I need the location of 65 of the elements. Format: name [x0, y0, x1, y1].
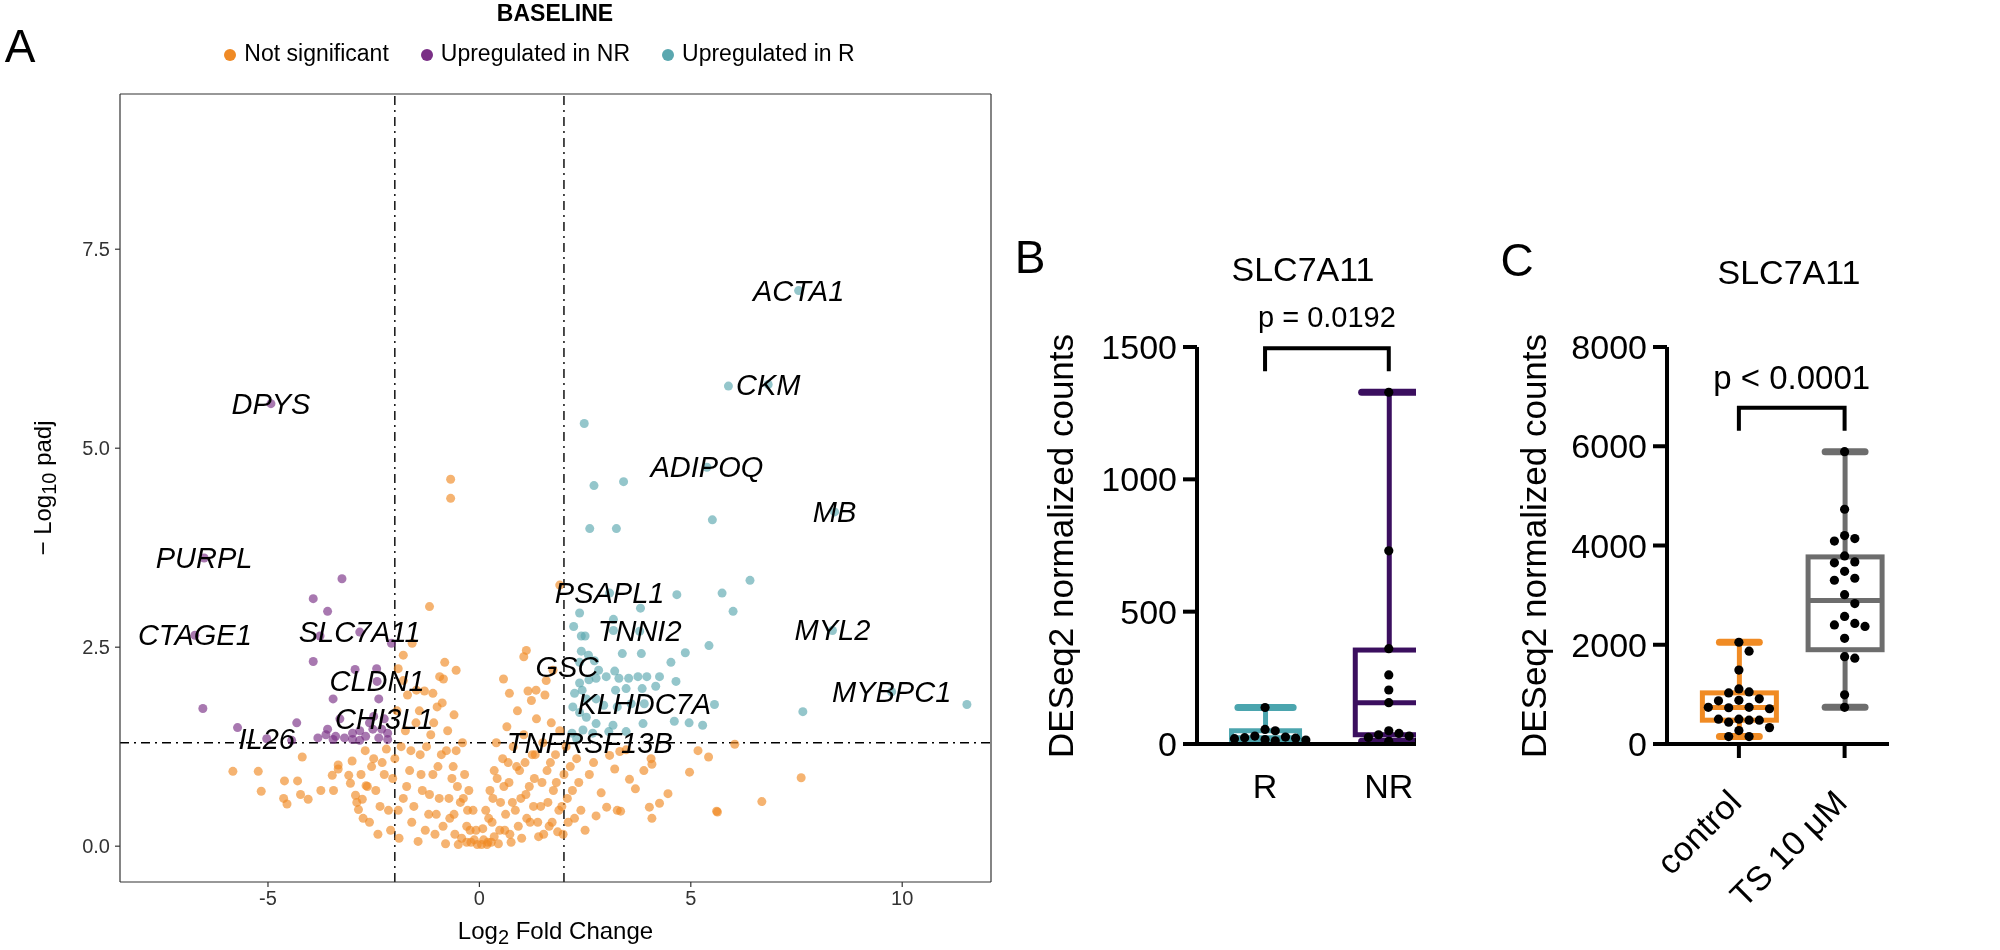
point: [321, 730, 331, 740]
annotation: SLC7A11: [298, 616, 421, 649]
annotation: GSC: [535, 651, 600, 684]
y-tick-label: 2000: [1571, 625, 1647, 664]
y-tick-label: 4000: [1571, 526, 1647, 565]
y-tick-label: 1500: [1101, 328, 1177, 367]
y-tick-label: 0.0: [82, 835, 110, 858]
point: [361, 731, 371, 741]
annotation: CTAGE1: [137, 619, 252, 652]
annotation: MYBPC1: [832, 675, 952, 708]
point: [198, 703, 208, 713]
legend-label: Upregulated in R: [682, 40, 855, 66]
y-tick-label: 6000: [1571, 427, 1647, 466]
text: C: [1500, 233, 1534, 287]
annotation: PURPL: [155, 542, 253, 575]
point: [323, 606, 333, 616]
x-tick-label: 10: [891, 887, 914, 910]
text: p = 0.0192: [1257, 301, 1396, 334]
point: [292, 718, 302, 728]
annotation: ACTA1: [750, 274, 845, 307]
annotation: p < 0.0001: [1713, 358, 1871, 396]
chart-title: SLC7A11: [1231, 250, 1375, 290]
annotation: IL26: [238, 722, 296, 755]
y-tick-label: 7.5: [82, 238, 110, 261]
text: A: [4, 19, 36, 73]
annotation: TNNI2: [597, 615, 682, 648]
y-axis-title: DESeq2 normalized counts: [1040, 333, 1081, 758]
y-tick-label: 5.0: [82, 437, 110, 460]
point: [331, 731, 341, 741]
point: [308, 657, 318, 667]
point: [355, 735, 365, 745]
annotation: ADIPOQ: [648, 451, 764, 484]
x-tick-label: NR: [1364, 767, 1414, 806]
point: [340, 733, 350, 743]
point: [374, 733, 384, 743]
point: [337, 574, 347, 584]
y-tick-label: 1000: [1101, 460, 1177, 499]
x-tick-label: R: [1252, 767, 1278, 806]
annotation: CLDN1: [329, 665, 425, 698]
x-axis-title: Log$_{2}$ Fold Change: [457, 916, 654, 950]
y-tick-label: 0: [1158, 725, 1177, 764]
point: [308, 594, 318, 604]
y-tick-label: 0: [1628, 725, 1647, 764]
annotation: DPYS: [231, 387, 312, 420]
annotation: MB: [812, 495, 857, 528]
text: B: [1014, 230, 1046, 284]
x-tick-label: 0: [473, 887, 485, 910]
legend-label: Upregulated in NR: [440, 40, 631, 66]
annotation: MYL2: [794, 614, 871, 647]
y-tick-label: 500: [1120, 592, 1177, 631]
y-tick-label: 8000: [1571, 328, 1647, 367]
annotation: KLHDC7A: [577, 687, 712, 720]
legend-label: Not significant: [244, 40, 389, 66]
annotation: PSAPL1: [554, 577, 665, 610]
chart-title: BASELINE: [496, 0, 614, 27]
x-tick-label: 5: [685, 887, 697, 910]
annotation: CHI3L1: [335, 702, 434, 735]
annotation: CKM: [735, 368, 802, 401]
x-tick-label: -5: [259, 887, 277, 910]
y-axis-title: DESeq2 normalized counts: [1513, 333, 1554, 758]
chart-title: SLC7A11: [1717, 253, 1861, 293]
y-tick-label: 2.5: [82, 636, 110, 659]
point: [313, 733, 323, 743]
point: [328, 694, 338, 704]
point: [374, 694, 384, 704]
